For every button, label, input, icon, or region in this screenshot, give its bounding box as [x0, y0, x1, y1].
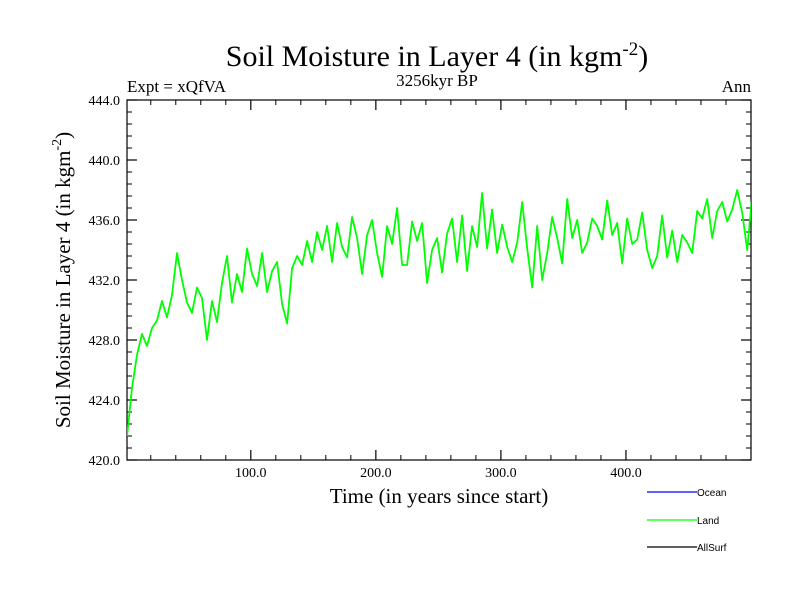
tick-labels: 100.0 200.0 300.0 400.0 420.0 424.0 428.0 432.0… [89, 94, 642, 481]
legend-label-allsurf: AllSurf [697, 543, 727, 554]
y-tick-label: 444.0 [89, 94, 121, 109]
land-series-line [127, 189, 751, 437]
y-tick-label: 428.0 [89, 334, 121, 349]
experiment-label: Expt = xQfVA [127, 77, 227, 96]
x-tick-label: 100.0 [235, 466, 267, 481]
legend-label-land: Land [697, 516, 719, 527]
x-axis-label: Time (in years since start) [330, 484, 549, 508]
y-tick-label: 424.0 [89, 394, 121, 409]
y-tick-label: 436.0 [89, 214, 121, 229]
season-label: Ann [722, 77, 752, 96]
chart-title-superscript: -2 [622, 39, 638, 60]
legend-label-ocean: Ocean [697, 488, 726, 499]
minor-ticks [127, 100, 751, 460]
y-tick-label: 420.0 [89, 454, 121, 469]
legend: Ocean Land AllSurf [647, 488, 727, 554]
x-tick-label: 400.0 [610, 466, 642, 481]
y-tick-label: 432.0 [89, 274, 121, 289]
y-axis-label-superscript: -2 [50, 139, 65, 151]
x-tick-label: 300.0 [485, 466, 517, 481]
x-tick-label: 200.0 [360, 466, 392, 481]
chart-title: Soil Moisture in Layer 4 (in kgm-2) [226, 39, 648, 73]
y-tick-label: 440.0 [89, 154, 121, 169]
plot-area [126, 99, 752, 461]
major-ticks [127, 99, 751, 461]
period-label: 3256kyr BP [396, 71, 478, 90]
y-axis-label: Soil Moisture in Layer 4 (in kgm-2) [50, 132, 75, 428]
